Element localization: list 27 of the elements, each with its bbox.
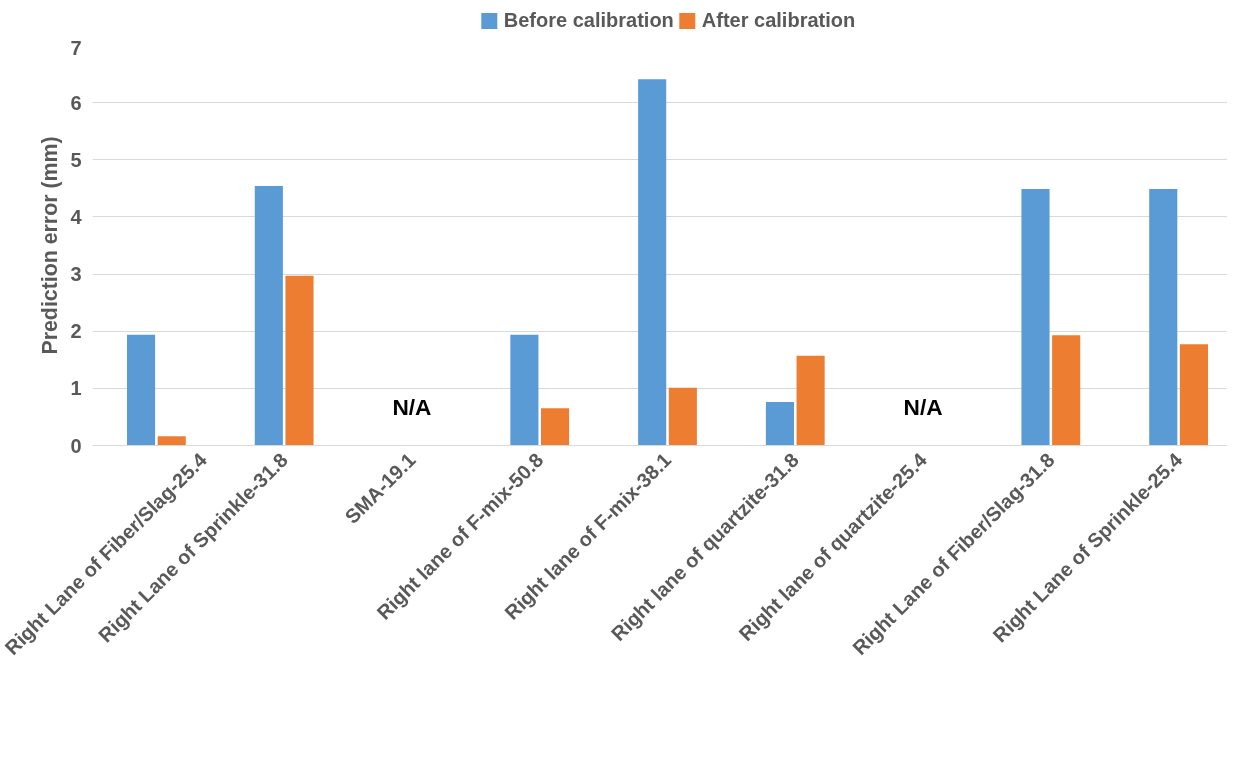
annotation: N/A bbox=[392, 393, 432, 420]
y-axis-title: Prediction error (mm) bbox=[38, 136, 63, 355]
y-tick-label: 5 bbox=[70, 148, 82, 171]
bar bbox=[1149, 188, 1178, 446]
y-tick-label: 0 bbox=[70, 434, 82, 457]
legend-label: Before calibration bbox=[503, 8, 674, 32]
bar bbox=[285, 275, 314, 446]
bar bbox=[157, 436, 186, 446]
y-tick-label: 2 bbox=[70, 320, 82, 343]
y-tick-label: 4 bbox=[70, 205, 83, 228]
bar bbox=[541, 408, 570, 446]
bar bbox=[510, 334, 539, 446]
y-tick-label: 7 bbox=[70, 36, 82, 59]
legend-label: After calibration bbox=[701, 8, 856, 32]
bar bbox=[638, 79, 667, 446]
annotation: N/A bbox=[903, 393, 943, 420]
bar bbox=[1021, 188, 1050, 446]
y-tick-label: 1 bbox=[70, 377, 82, 400]
bar bbox=[254, 186, 283, 446]
bar bbox=[127, 334, 156, 446]
bar bbox=[796, 355, 825, 446]
bar bbox=[1052, 335, 1081, 446]
y-tick-label: 3 bbox=[70, 263, 82, 286]
bar bbox=[1179, 344, 1208, 446]
y-tick-label: 6 bbox=[70, 91, 82, 114]
bar bbox=[668, 387, 697, 446]
bar bbox=[765, 402, 794, 446]
